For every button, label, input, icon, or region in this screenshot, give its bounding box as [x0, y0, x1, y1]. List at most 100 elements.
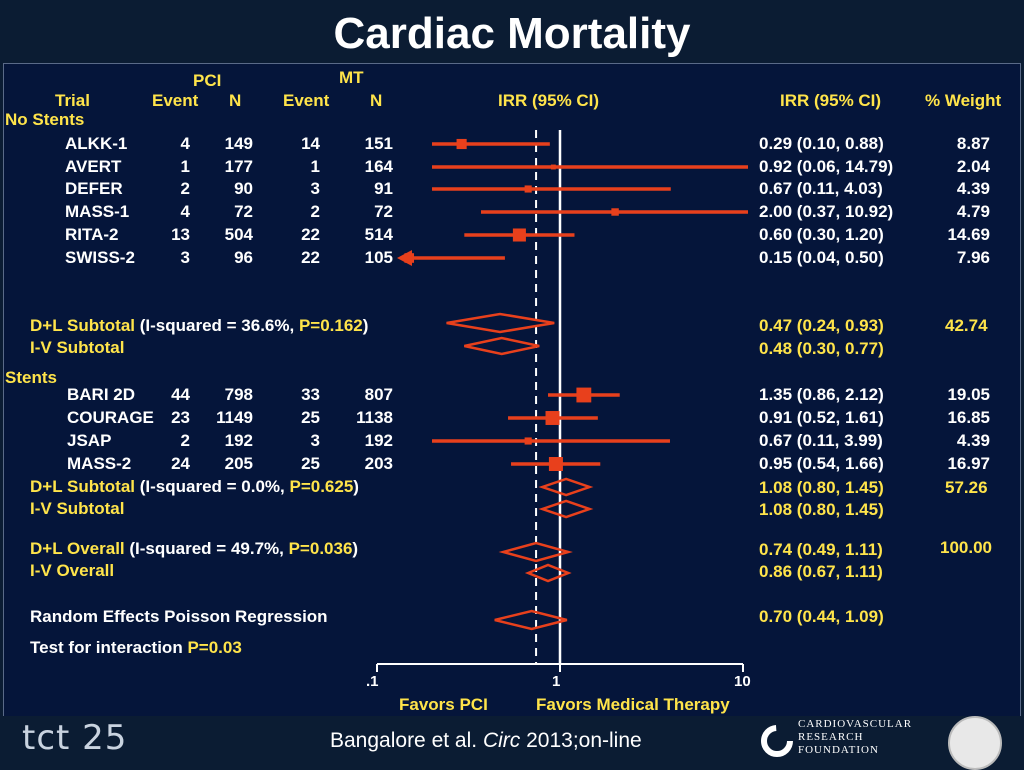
- header-pci: PCI: [193, 71, 222, 90]
- pooled-diamond: [498, 541, 573, 563]
- mt-event: 25: [301, 454, 320, 473]
- header-irr-plot: IRR (95% CI): [498, 91, 600, 110]
- pooled-diamond: [538, 499, 594, 519]
- overall-dl-weight: 100.00: [940, 538, 992, 557]
- pci-event: 2: [180, 179, 190, 198]
- section-no-stents: No Stents: [5, 110, 85, 129]
- crf-wordmark: CARDIOVASCULAR RESEARCH FOUNDATION: [798, 718, 912, 757]
- trial-ci: 0.91 (0.52, 1.61): [759, 408, 884, 427]
- pci-n: 177: [224, 157, 253, 176]
- mt-event: 3: [310, 431, 320, 450]
- footer-bar: [0, 716, 1024, 768]
- trial-name: COURAGE: [67, 408, 154, 427]
- pci-n: 72: [234, 202, 253, 221]
- s-dl-subtotal-stat: (I-squared = 0.0%,: [139, 477, 290, 496]
- pooled-diamond: [538, 477, 594, 497]
- trial-weight: 4.79: [956, 202, 990, 221]
- ns-dl-subtotal-close: ): [362, 316, 369, 335]
- section-stents: Stents: [5, 368, 57, 387]
- point-estimate-square: [550, 164, 556, 170]
- trial-weight: 16.97: [947, 454, 990, 473]
- point-estimate-square: [576, 387, 592, 403]
- trial-weight: 19.05: [947, 385, 990, 404]
- header-irr-text: IRR (95% CI): [780, 91, 882, 110]
- interaction-line: Test for interaction P=0.03: [30, 638, 242, 658]
- interaction-p: P=0.03: [187, 638, 242, 657]
- pci-n: 96: [234, 248, 253, 267]
- ns-dl-subtotal-weight: 42.74: [945, 316, 988, 335]
- mt-event: 25: [301, 408, 320, 427]
- mt-n: 151: [364, 134, 393, 153]
- trial-name: JSAP: [67, 431, 112, 450]
- trial-ci: 0.29 (0.10, 0.88): [759, 134, 884, 153]
- pci-event: 44: [171, 385, 190, 404]
- point-estimate-square: [456, 138, 467, 150]
- trial-name: SWISS-2: [65, 248, 135, 267]
- overall-dl-p: P=0.036: [288, 539, 353, 558]
- pci-n: 1149: [216, 408, 253, 427]
- trial-name: BARI 2D: [67, 385, 136, 404]
- trial-name: MASS-1: [65, 202, 130, 221]
- trial-name: RITA-2: [65, 225, 119, 244]
- point-estimate-square: [611, 208, 619, 216]
- mt-n: 203: [364, 454, 393, 473]
- pci-n: 205: [224, 454, 253, 473]
- header-trial: Trial: [55, 91, 90, 110]
- header-mt-n: N: [370, 91, 383, 110]
- overall-iv-ci: 0.86 (0.67, 1.11): [759, 562, 883, 581]
- axis-tick-label-1: 1: [552, 673, 561, 690]
- pooled-diamond: [524, 563, 572, 583]
- trial-weight: 16.85: [947, 408, 990, 427]
- point-estimate-square: [404, 253, 415, 263]
- trial-ci: 0.67 (0.11, 4.03): [759, 179, 883, 198]
- point-estimate-square: [524, 437, 532, 445]
- trial-ci: 2.00 (0.37, 10.92): [759, 202, 894, 221]
- favors-mt-label: Favors Medical Therapy: [536, 695, 730, 714]
- citation-journal: Circ: [482, 729, 521, 752]
- header-pci-n: N: [229, 91, 242, 110]
- trial-ci: 1.35 (0.86, 2.12): [759, 385, 884, 404]
- interaction-label: Test for interaction: [30, 638, 188, 657]
- pci-event: 1: [180, 157, 190, 176]
- pooled-diamond: [464, 336, 540, 356]
- axis-tick-label-0.1: .1: [366, 673, 379, 690]
- forest-plot-panel: [3, 63, 1021, 717]
- pci-n: 90: [234, 179, 253, 198]
- crf-line-1: CARDIOVASCULAR: [798, 718, 913, 730]
- s-dl-subtotal-p: P=0.625: [289, 477, 354, 496]
- mt-event: 3: [310, 179, 320, 198]
- citation: Bangalore et al. Circ 2013;on-line: [330, 729, 642, 753]
- mt-n: 72: [374, 202, 393, 221]
- overall-dl-close: ): [352, 539, 359, 558]
- pci-event: 4: [180, 134, 190, 153]
- trial-weight: 14.69: [947, 225, 990, 244]
- s-dl-subtotal-close: ): [353, 477, 359, 496]
- crf-line-2: RESEARCH: [798, 731, 864, 743]
- favors-pci-label: Favors PCI: [399, 695, 488, 714]
- crf-logo: CARDIOVASCULAR RESEARCH FOUNDATION: [760, 716, 930, 766]
- mt-event: 22: [301, 225, 320, 244]
- overall-dl-stat: (I-squared = 49.7%,: [129, 539, 289, 558]
- pci-n: 798: [224, 385, 253, 404]
- s-iv-subtotal-ci: 1.08 (0.80, 1.45): [759, 500, 884, 519]
- s-dl-subtotal-label: D+L Subtotal: [30, 477, 135, 496]
- ns-dl-subtotal-stat: (I-squared = 36.6%,: [139, 316, 299, 335]
- mt-n: 1138: [356, 408, 393, 427]
- mt-event: 1: [310, 157, 320, 176]
- pooled-diamond: [446, 312, 555, 334]
- mt-event: 2: [310, 202, 320, 221]
- mt-n: 514: [364, 225, 393, 244]
- point-estimate-square: [524, 185, 532, 193]
- header-mt-event: Event: [283, 91, 330, 110]
- mt-event: 33: [301, 385, 320, 404]
- mt-n: 192: [364, 431, 393, 450]
- header-mt: MT: [339, 68, 364, 87]
- s-dl-subtotal-weight: 57.26: [945, 478, 988, 497]
- header-pci-event: Event: [152, 91, 199, 110]
- pci-event: 2: [180, 431, 190, 450]
- overall-dl-line: D+L Overall (I-squared = 49.7%, P=0.036): [30, 539, 358, 559]
- pci-event: 24: [171, 454, 190, 473]
- mt-n: 105: [364, 248, 393, 267]
- ns-dl-subtotal-ci: 0.47 (0.24, 0.93): [759, 316, 884, 335]
